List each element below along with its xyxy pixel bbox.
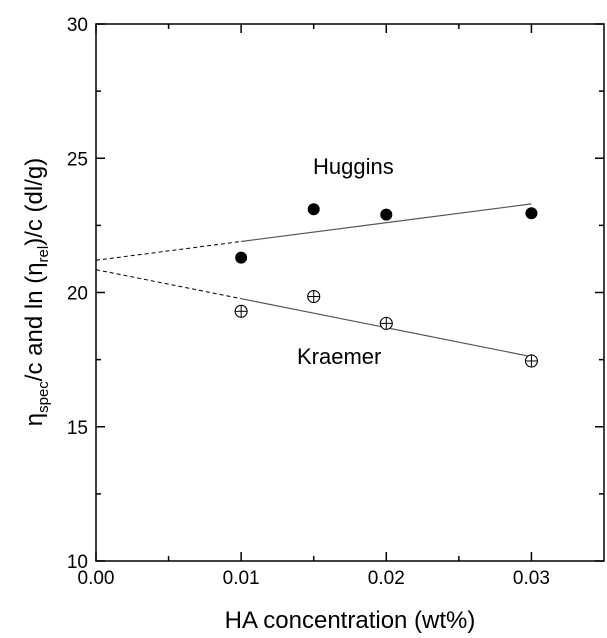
y-axis-label: ηspec/c and ln (ηrel)/c (dl/g) (21, 158, 52, 426)
plot-frame (95, 23, 605, 562)
fit-extrapolation-line (95, 240, 242, 261)
y-label-mid: /c and ln (η (21, 262, 48, 381)
y-label-sub-spec: spec (35, 381, 52, 413)
y-tick-label: 30 (67, 15, 88, 36)
axis-ticks (95, 23, 604, 562)
fit-lines (95, 203, 532, 358)
x-tick-label: 0.00 (78, 568, 115, 589)
huggins-point (380, 208, 393, 221)
data-points (234, 203, 538, 368)
huggins-point (235, 251, 248, 264)
kraemer-point (524, 354, 538, 368)
annotation-huggins: Huggins (313, 154, 394, 179)
y-tick-label: 25 (67, 149, 88, 170)
x-tick-label: 0.02 (368, 568, 405, 589)
x-tick-label: 0.01 (223, 568, 260, 589)
y-label-eta: η (21, 413, 48, 426)
x-tick-label: 0.03 (513, 568, 550, 589)
annotation-kraemer: Kraemer (297, 344, 381, 369)
y-label-end: )/c (dl/g) (21, 158, 48, 246)
huggins-point (525, 207, 538, 220)
kraemer-point (379, 316, 393, 330)
fit-extrapolation-line (95, 269, 242, 300)
kraemer-point (307, 289, 321, 304)
y-tick-label: 10 (67, 552, 88, 573)
y-tick-label: 20 (67, 284, 88, 305)
y-tick-label: 15 (67, 418, 88, 439)
huggins-point (307, 203, 320, 216)
tick-labels: 0.00 0.01 0.02 0.03 10 15 20 25 30 (67, 15, 550, 589)
kraemer-point (234, 304, 248, 318)
x-axis-label: HA concentration (wt%) (225, 607, 476, 634)
fit-line (241, 203, 532, 243)
y-label-sub-rel: rel (35, 246, 52, 263)
